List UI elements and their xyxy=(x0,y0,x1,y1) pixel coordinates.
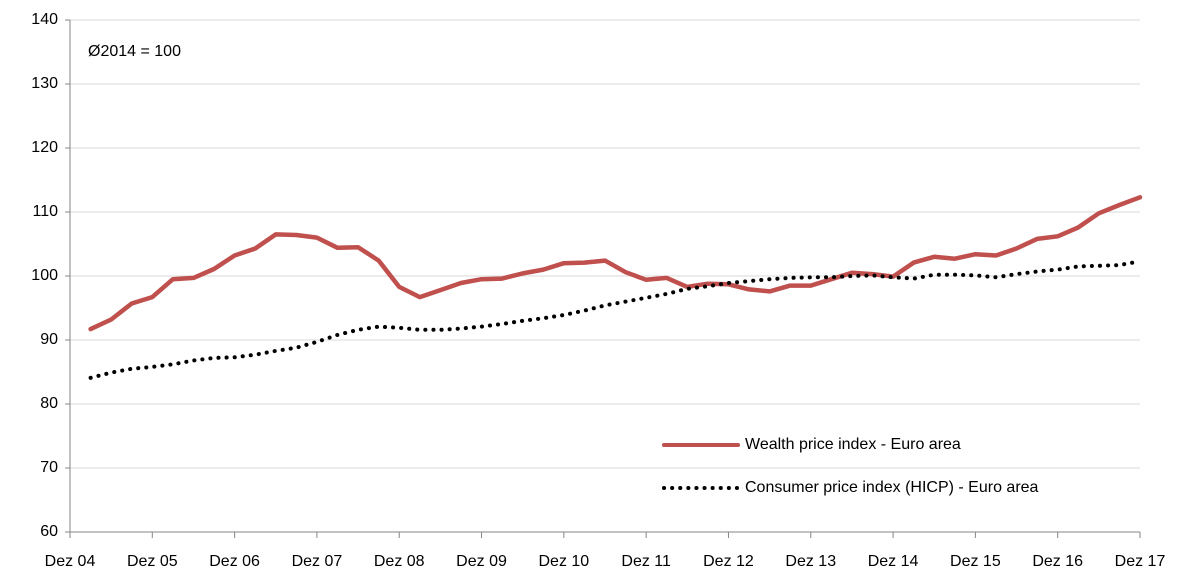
y-tick-label: 90 xyxy=(40,331,58,348)
x-tick-label: Dez 05 xyxy=(127,553,178,570)
y-tick-label: 110 xyxy=(32,203,58,220)
x-tick-label: Dez 11 xyxy=(621,553,671,570)
y-tick-label: 80 xyxy=(40,395,58,412)
x-tick-label: Dez 04 xyxy=(45,553,96,570)
x-tick-label: Dez 09 xyxy=(456,553,507,570)
y-tick-label: 60 xyxy=(40,523,58,540)
y-tick-label: 120 xyxy=(31,139,58,156)
series-line xyxy=(88,195,1143,332)
x-tick-label: Dez 17 xyxy=(1115,553,1166,570)
x-tick-label: Dez 15 xyxy=(950,553,1001,570)
legend-label: Wealth price index - Euro area xyxy=(745,436,961,453)
y-tick-label: 100 xyxy=(31,267,58,284)
annotation: Ø2014 = 100 xyxy=(88,43,181,60)
series-line xyxy=(88,259,1142,380)
y-tick-label: 130 xyxy=(31,75,58,92)
y-tick-label: 140 xyxy=(31,11,58,28)
x-tick-label: Dez 14 xyxy=(868,553,919,570)
legend-label: Consumer price index (HICP) - Euro area xyxy=(745,479,1039,496)
x-tick-label: Dez 10 xyxy=(538,553,589,570)
y-tick-label: 70 xyxy=(40,459,58,476)
x-tick-label: Dez 12 xyxy=(703,553,754,570)
x-tick-label: Dez 16 xyxy=(1032,553,1083,570)
x-tick-label: Dez 08 xyxy=(374,553,425,570)
x-tick-label: Dez 07 xyxy=(292,553,343,570)
x-tick-label: Dez 06 xyxy=(209,553,260,570)
x-tick-label: Dez 13 xyxy=(785,553,836,570)
